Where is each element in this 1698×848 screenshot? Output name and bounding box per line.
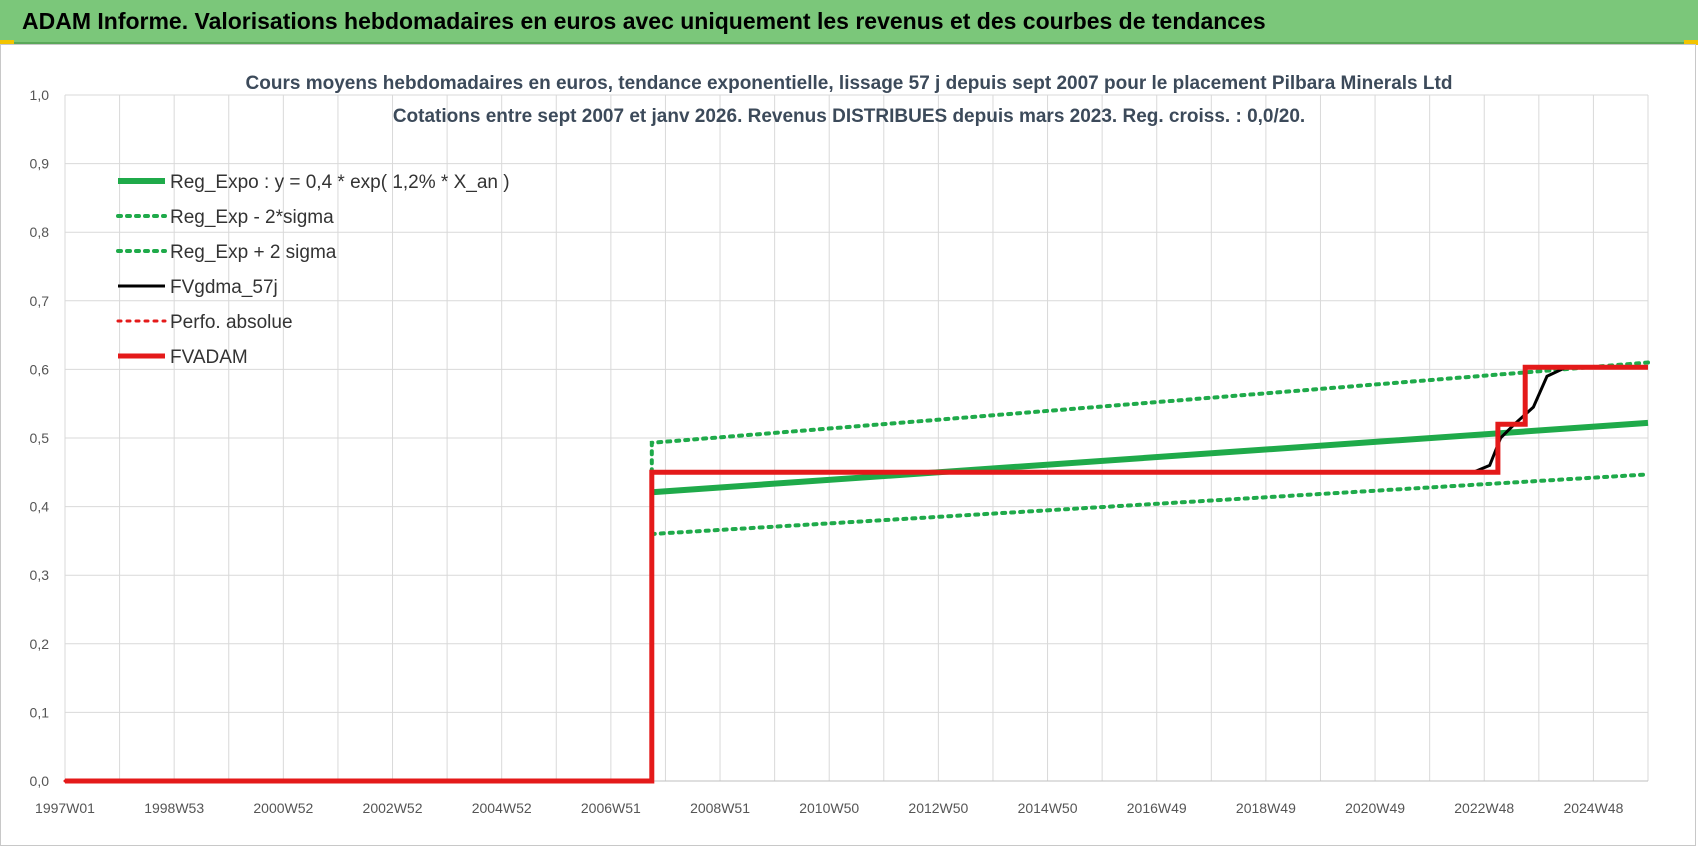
- header-bar: ADAM Informe. Valorisations hebdomadaire…: [0, 0, 1698, 44]
- series-line-reg-exp-2-sigma: [649, 360, 1650, 475]
- x-tick-label: 2004W52: [472, 800, 532, 816]
- series-line-reg-exp-2-sigma: [649, 472, 1650, 536]
- legend-label: Perfo. absolue: [170, 312, 293, 333]
- legend-label: Reg_Exp + 2 sigma: [170, 242, 337, 263]
- y-tick-label: 0,1: [30, 704, 50, 720]
- x-tick-label: 2006W51: [581, 800, 641, 816]
- x-tick-label: 2012W50: [908, 800, 968, 816]
- legend-label: Reg_Expo : y = 0,4 * exp( 1,2% * X_an ): [170, 172, 510, 193]
- chart-subtitle: Cotations entre sept 2007 et janv 2026. …: [393, 106, 1305, 127]
- series-lines: [63, 360, 1650, 784]
- series-line-perfo-absolue: [63, 365, 1650, 783]
- y-tick-label: 0,4: [30, 499, 50, 515]
- y-tick-label: 0,6: [30, 361, 50, 377]
- y-tick-label: 1,0: [30, 87, 50, 103]
- x-axis-ticks: 1997W01 1998W53 2000W52 2002W52 2004W52 2006W…: [35, 800, 1624, 816]
- y-tick-label: 0,9: [30, 156, 50, 172]
- x-tick-label: 2024W48: [1563, 800, 1623, 816]
- x-tick-label: 2010W50: [799, 800, 859, 816]
- y-tick-label: 0,8: [30, 224, 50, 240]
- x-tick-label: 1998W53: [144, 800, 204, 816]
- x-tick-label: 2014W50: [1018, 800, 1078, 816]
- page-title: ADAM Informe. Valorisations hebdomadaire…: [22, 8, 1266, 34]
- gridlines: [64, 94, 1649, 782]
- y-axis-ticks: 0,0 0,1 0,2 0,3 0,4 0,5 0,6 0,7 0,8 0,9 1,0: [30, 87, 50, 789]
- legend-label: FVgdma_57j: [170, 277, 278, 298]
- y-tick-label: 0,0: [30, 773, 50, 789]
- legend-label: Reg_Exp - 2*sigma: [170, 207, 334, 228]
- y-tick-label: 0,7: [30, 293, 50, 309]
- y-tick-label: 0,2: [30, 636, 50, 652]
- x-tick-label: 2022W48: [1454, 800, 1514, 816]
- x-tick-label: 1997W01: [35, 800, 95, 816]
- chart-frame: [0, 44, 1696, 846]
- y-tick-label: 0,5: [30, 430, 50, 446]
- x-tick-label: 2000W52: [253, 800, 313, 816]
- x-tick-label: 2020W49: [1345, 800, 1405, 816]
- legend: Reg_Expo : y = 0,4 * exp( 1,2% * X_an ) R…: [116, 172, 510, 368]
- x-tick-label: 2008W51: [690, 800, 750, 816]
- x-tick-label: 2018W49: [1236, 800, 1296, 816]
- y-tick-label: 0,3: [30, 567, 50, 583]
- corner-marker-left: [0, 40, 14, 45]
- series-line-reg-expo-y-0-4-exp-1-2-x-an-: [651, 419, 1649, 496]
- x-tick-label: 2016W49: [1127, 800, 1187, 816]
- chart-title: Cours moyens hebdomadaires en euros, ten…: [246, 73, 1453, 94]
- x-tick-label: 2002W52: [363, 800, 423, 816]
- series-line-fvadam: [65, 364, 1648, 784]
- legend-label: FVADAM: [170, 347, 248, 368]
- series-line-fvgdma-57j: [65, 365, 1648, 783]
- corner-marker-right: [1684, 40, 1698, 45]
